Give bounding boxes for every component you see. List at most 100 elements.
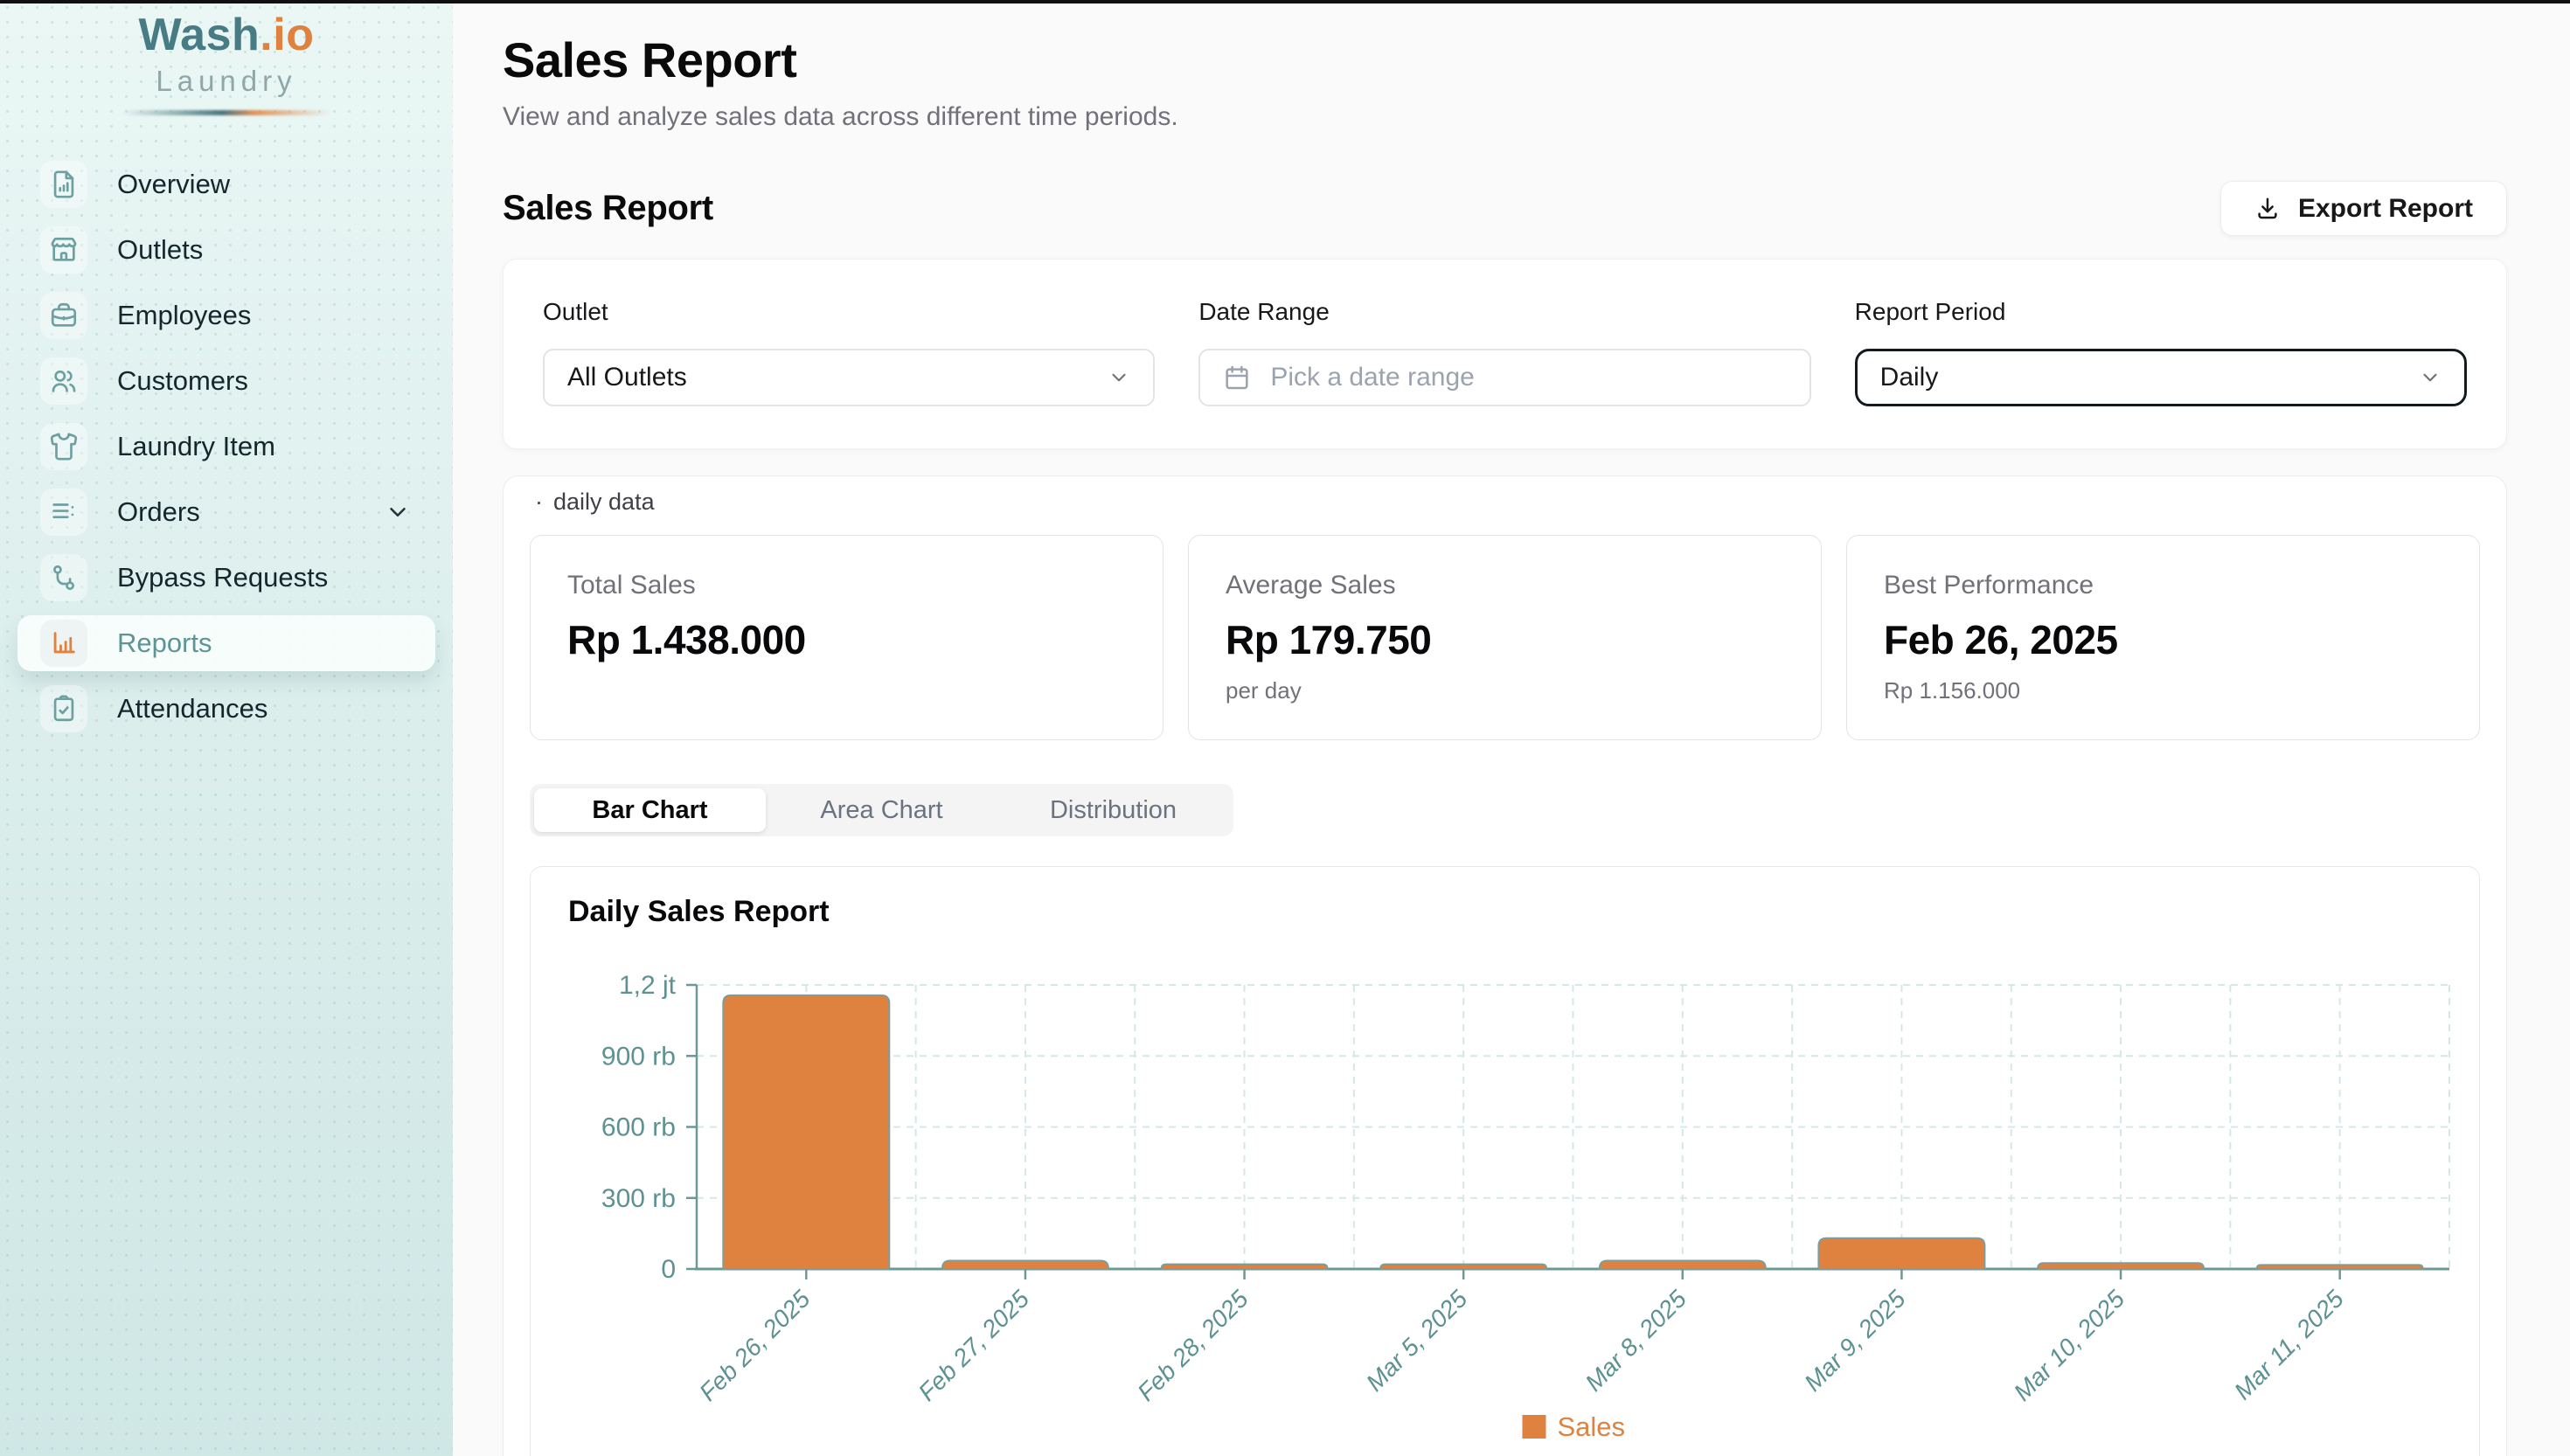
section-header: Sales Report Export Report [503,181,2507,236]
outlet-select-value: All Outlets [567,363,687,392]
stat-label: Total Sales [567,571,696,600]
svg-text:Sales: Sales [1558,1411,1626,1442]
chart-title: Daily Sales Report [568,895,830,928]
daily-sales-report-card: Daily Sales Report 0 300 rb 600 rb 900 rb 1,… [530,866,2480,1456]
stat-value: Rp 1.438.000 [567,617,806,662]
note-bullet: · [535,489,543,515]
chevron-down-icon [2419,366,2442,389]
tab-area-chart[interactable]: Area Chart [820,795,943,824]
svg-text:Feb 27, 2025: Feb 27, 2025 [913,1285,1035,1406]
stat-label: Average Sales [1226,571,1396,600]
outlet-filter: Outlet All Outlets [543,298,1156,406]
sidebar-item-employees[interactable]: Employees [17,288,435,343]
sidebar-item-label: Reports [117,627,212,658]
svg-text:600 rb: 600 rb [601,1113,676,1142]
note-text: daily data [553,489,655,515]
briefcase-icon [40,292,87,339]
filters-panel: Outlet All Outlets Date Range Pick a dat… [503,259,2507,449]
page-title: Sales Report [503,32,797,87]
clipboard-check-icon [40,685,87,732]
stat-label: Best Performance [1884,571,2094,600]
stat-value: Feb 26, 2025 [1884,617,2118,662]
report-period-select[interactable]: Daily [1854,349,2467,406]
sales-bar[interactable] [1379,1263,1548,1270]
date-range-label: Date Range [1198,298,1330,325]
best-performance-card: Best Performance Feb 26, 2025 Rp 1.156.0… [1846,535,2480,740]
sidebar-item-customers[interactable]: Customers [17,353,435,409]
svg-text:Mar 5, 2025: Mar 5, 2025 [1361,1285,1473,1397]
tab-bar-chart[interactable]: Bar Chart [534,788,766,832]
sales-bar[interactable] [1598,1259,1767,1270]
total-sales-card: Total Sales Rp 1.438.000 [530,535,1163,740]
sidebar-item-laundry-item[interactable]: Laundry Item [17,419,435,475]
report-period-value: Daily [1879,363,1939,392]
svg-text:Mar 8, 2025: Mar 8, 2025 [1580,1285,1691,1397]
sidebar-nav: Overview Outlets Employees Customers Lau… [0,156,453,737]
sidebar-item-overview[interactable]: Overview [17,156,435,212]
average-sales-card: Average Sales Rp 179.750 per day [1188,535,1822,740]
summary-cards: Total Sales Rp 1.438.000 Average Sales R… [530,535,2480,740]
section-title: Sales Report [503,189,713,227]
stat-subtext: Rp 1.156.000 [1884,677,2021,704]
sales-bar[interactable] [2255,1264,2424,1270]
sales-bar[interactable] [722,994,891,1270]
report-period-label: Report Period [1854,298,2006,325]
sidebar-item-orders[interactable]: Orders [17,484,435,540]
shirt-icon [40,423,87,470]
stat-value: Rp 179.750 [1226,617,1432,662]
app-logo: Wash.io Laundry [0,0,453,115]
file-bar-chart-icon [40,161,87,208]
export-report-button[interactable]: Export Report [2219,181,2507,236]
outlet-select[interactable]: All Outlets [543,349,1156,406]
sidebar-item-outlets[interactable]: Outlets [17,222,435,278]
sidebar-item-label: Customers [117,365,248,396]
list-icon [40,489,87,536]
bar-chart-icon [40,620,87,667]
sidebar-item-label: Attendances [117,693,268,724]
brand-suffix: .io [260,10,315,60]
date-range-placeholder: Pick a date range [1270,363,1475,392]
download-icon [2254,196,2281,222]
sidebar-item-bypass-requests[interactable]: Bypass Requests [17,550,435,606]
chevron-down-icon[interactable] [385,499,411,525]
svg-text:1,2 jt: 1,2 jt [619,971,677,1000]
brand-name: Wash.io [0,10,453,59]
page-subtitle: View and analyze sales data across diffe… [503,102,1178,131]
brand-tagline: Laundry [156,65,297,97]
sidebar-item-label: Laundry Item [117,431,275,461]
svg-text:Mar 10, 2025: Mar 10, 2025 [2009,1285,2130,1406]
date-range-filter: Date Range Pick a date range [1198,298,1811,406]
svg-text:Mar 9, 2025: Mar 9, 2025 [1799,1285,1911,1397]
sales-bar[interactable] [2037,1262,2205,1270]
logo-divider [122,110,330,115]
tab-distribution[interactable]: Distribution [1049,795,1177,824]
brand-primary: Wash [138,10,260,60]
chart-type-tabs: Bar Chart Area Chart Distribution [530,784,1233,836]
main-content: Sales Report View and analyze sales data… [453,3,2570,1456]
sidebar-item-label: Overview [117,169,231,199]
sales-bar[interactable] [1817,1237,1986,1270]
export-report-label: Export Report [2297,193,2473,223]
sidebar: Wash.io Laundry Overview Outlets Employe… [0,0,453,1456]
sidebar-item-attendances[interactable]: Attendances [17,681,435,737]
date-range-input[interactable]: Pick a date range [1198,349,1811,406]
report-panel: · daily data Total Sales Rp 1.438.000 Ave… [503,475,2507,1456]
sidebar-item-reports[interactable]: Reports [17,615,435,671]
report-period-filter: Report Period Daily [1854,298,2467,406]
daily-sales-chart[interactable]: 0 300 rb 600 rb 900 rb 1,2 jt Feb 26, 2025 Feb… [552,959,2467,1448]
chart-legend: Sales [1522,1411,1626,1442]
sales-bar[interactable] [1160,1263,1329,1270]
svg-text:Feb 28, 2025: Feb 28, 2025 [1132,1285,1254,1406]
users-icon [40,357,87,405]
sidebar-item-label: Bypass Requests [117,562,329,593]
svg-text:Mar 11, 2025: Mar 11, 2025 [2229,1285,2349,1404]
sales-bar[interactable] [941,1259,1109,1270]
svg-text:300 rb: 300 rb [601,1184,676,1213]
sidebar-item-label: Employees [117,300,252,330]
calendar-icon [1223,364,1251,392]
outlet-label: Outlet [543,298,608,325]
sidebar-item-label: Orders [117,496,200,527]
git-branch-icon [40,554,87,601]
store-icon [40,226,87,274]
svg-text:0: 0 [661,1255,676,1284]
